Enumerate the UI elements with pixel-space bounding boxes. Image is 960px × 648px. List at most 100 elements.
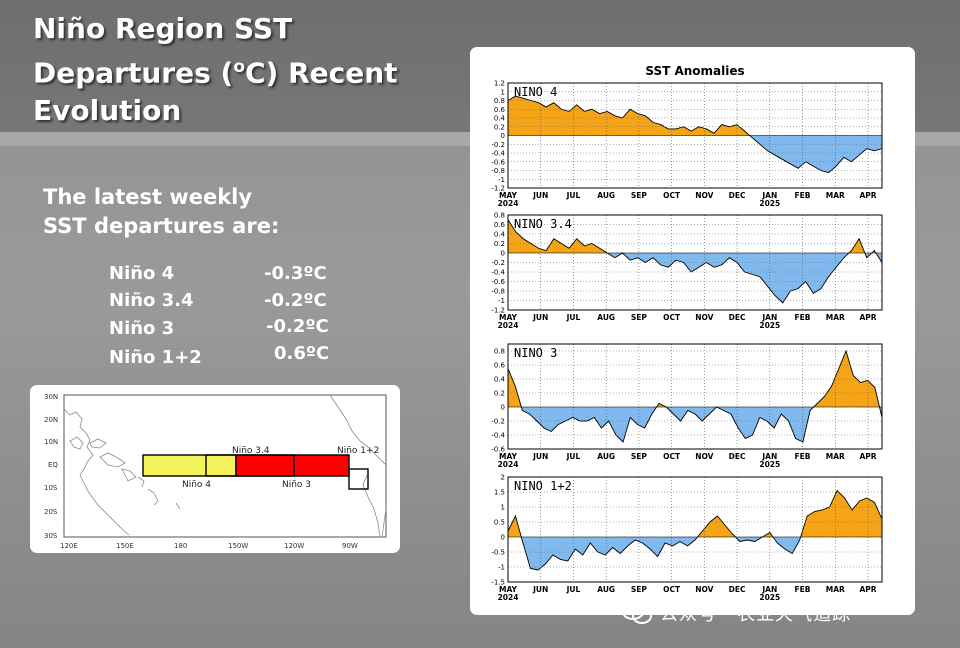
y-tick-label: 0 (501, 132, 505, 140)
month-tick-label: OCT (663, 191, 681, 200)
y-tick-label: 0.5 (494, 519, 505, 527)
y-tick-label: 0.8 (494, 212, 505, 220)
month-tick-label: AUG (597, 313, 615, 322)
month-tick-label: FEB (795, 452, 811, 461)
nino34-label: Niño 3.4 (232, 446, 270, 456)
y-tick-label: -0.8 (491, 288, 505, 296)
y-tick-label: 0.8 (494, 348, 505, 356)
lon-label: 120E (60, 542, 78, 550)
negative-area (607, 253, 882, 303)
month-tick-label: JUL (566, 313, 581, 322)
nino-regions-map: 30N 20N 10N EQ 10S 20S 30S 120E 150E 180… (30, 385, 400, 553)
sst-chart-card: SST Anomalies MAY 2024 JUN JUL AUG SEP OCT NOV D… (470, 47, 915, 615)
month-tick-label: JUN (532, 191, 548, 200)
y-tick-label: 0 (501, 534, 505, 542)
y-tick-label: 2 (501, 474, 505, 482)
month-tick-label: MAR (826, 191, 845, 200)
month-tick-label: OCT (663, 452, 681, 461)
y-tick-label: 0.2 (494, 240, 505, 248)
negative-area (521, 407, 882, 442)
month-tick-label: JUN (532, 585, 548, 594)
y-tick-label: 0.8 (494, 97, 505, 105)
y-tick-label: 1.5 (494, 489, 505, 497)
y-tick-label: -1 (498, 176, 505, 184)
y-tick-label: -0.4 (491, 269, 505, 277)
month-tick-label: JUL (566, 452, 581, 461)
nino34-box (205, 454, 295, 477)
watermark: 公众号 · 农业天气追踪 (620, 597, 960, 627)
y-tick-label: 0.6 (494, 106, 506, 114)
month-tick-label: FEB (795, 585, 811, 594)
map-coastlines (63, 394, 387, 538)
title-degree-sup: o (233, 57, 245, 77)
series-line (507, 489, 883, 571)
year-label: 2025 (759, 321, 780, 330)
y-tick-label: 0.6 (494, 362, 506, 370)
lon-label: 90W (342, 542, 358, 550)
series-line (507, 349, 883, 443)
month-tick-label: JAN (761, 313, 777, 322)
nino3-label: Niño 3 (282, 480, 311, 490)
y-tick-label: 1 (501, 504, 505, 512)
y-tick-label: 0.4 (494, 231, 506, 239)
month-tick-label: MAR (826, 585, 845, 594)
map-svg: 30N 20N 10N EQ 10S 20S 30S 120E 150E 180… (44, 393, 387, 550)
panel-name: NINO 4 (514, 85, 557, 99)
panel-frame (507, 343, 883, 450)
negative-area (521, 537, 801, 570)
intro-line-2: SST departures are: (43, 214, 280, 238)
negative-area (749, 135, 882, 173)
y-tick-label: -0.2 (491, 141, 505, 149)
y-tick-label: 0.2 (494, 390, 505, 398)
positive-area (508, 490, 882, 537)
y-tick-label: -0.8 (491, 167, 505, 175)
positive-area (508, 351, 880, 407)
month-tick-label: JAN (761, 585, 777, 594)
y-tick-label: 0 (501, 404, 505, 412)
month-tick-label: DEC (729, 452, 746, 461)
year-label: 2025 (759, 460, 780, 469)
y-tick-label: -0.4 (491, 432, 505, 440)
region-name-nino34: Niño 3.4 (109, 290, 194, 311)
month-tick-label: SEP (631, 585, 648, 594)
nino4-label: Niño 4 (182, 480, 211, 490)
panel-frame (507, 476, 883, 583)
region-value-nino34: -0.2ºC (264, 290, 327, 311)
region-name-nino4: Niño 4 (109, 263, 175, 284)
region-name-nino3: Niño 3 (109, 318, 175, 339)
lat-label: 30N (44, 393, 58, 401)
region-value-nino12: 0.6ºC (274, 343, 330, 364)
panel-name: NINO 1+2 (514, 479, 572, 493)
positive-area (508, 96, 750, 136)
lat-label: EQ (48, 461, 58, 469)
month-tick-label: SEP (631, 191, 648, 200)
month-tick-label: MAY (499, 191, 518, 200)
y-tick-label: -1.5 (491, 579, 505, 587)
month-tick-label: DEC (729, 191, 746, 200)
region-value-nino3: -0.2ºC (266, 316, 329, 337)
title-line-2b: C) Recent (245, 56, 398, 90)
month-tick-label: AUG (597, 585, 615, 594)
year-label: 2025 (759, 199, 780, 208)
month-tick-label: JAN (761, 452, 777, 461)
month-tick-label: AUG (597, 452, 615, 461)
month-tick-label: NOV (695, 191, 713, 200)
wechat-icon (621, 600, 652, 624)
y-tick-label: -1.2 (491, 185, 505, 193)
lat-label: 30S (44, 532, 58, 540)
y-tick-label: -1 (498, 297, 505, 305)
y-tick-label: -1.2 (491, 307, 505, 315)
series-line (507, 95, 883, 174)
y-tick-label: 0.4 (494, 115, 506, 123)
month-tick-label: JUN (532, 313, 548, 322)
y-tick-label: -0.5 (491, 549, 505, 557)
lat-label: 10S (44, 484, 58, 492)
month-tick-label: APR (859, 191, 876, 200)
month-tick-label: JUN (532, 452, 548, 461)
lon-label: 150E (116, 542, 134, 550)
nino3-box (235, 454, 350, 477)
y-tick-label: 1 (501, 88, 505, 96)
